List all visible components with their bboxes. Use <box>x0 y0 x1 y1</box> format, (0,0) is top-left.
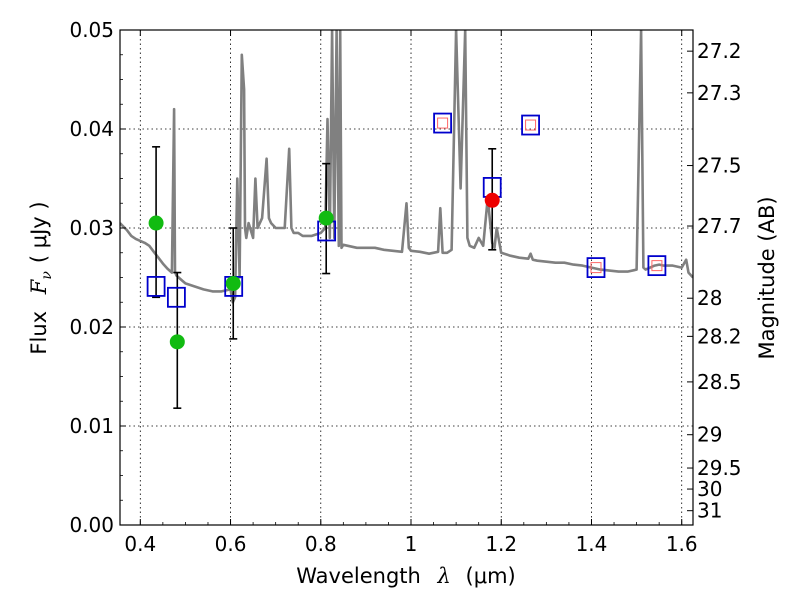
observed-point-green <box>148 215 164 231</box>
x-tick-label: 0.6 <box>215 532 247 556</box>
model-photometry-inner <box>437 117 449 129</box>
y-tick-label: 0.02 <box>69 315 114 339</box>
model-photometry-inner <box>651 260 663 272</box>
model-photometry-square <box>146 276 166 297</box>
y-axis-label-right: Magnitude (AB) <box>755 196 779 359</box>
mag-tick-label: 28 <box>697 286 722 310</box>
grid <box>120 29 693 526</box>
x-tick-label: 1 <box>405 532 418 556</box>
mag-tick-label: 29 <box>697 423 722 447</box>
observed-point-green <box>225 275 241 291</box>
mag-tick-label: 30 <box>697 477 722 501</box>
mag-tick-label: 28.2 <box>697 324 742 348</box>
x-axis-label: Wavelength λ (μm) <box>296 564 515 588</box>
x-tick-label: 0.8 <box>305 532 337 556</box>
axis-ticks: 0.4 0.6 0.8 1 1.2 1.4 1.6 0.00 0.01 0.02 0.03 0.04 0… <box>69 18 741 556</box>
mag-tick-label: 27.3 <box>697 81 742 105</box>
model-photometry-inner <box>525 119 537 131</box>
mag-tick-label: 28.5 <box>697 370 742 394</box>
mag-tick-label: 27.5 <box>697 154 742 178</box>
model-photometry-square <box>166 286 186 308</box>
x-tick-label: 1.6 <box>666 532 698 556</box>
mag-tick-label: 31 <box>697 499 722 523</box>
mag-tick-label: 27.2 <box>697 39 742 63</box>
model-photometry-square <box>647 255 667 277</box>
observed-point-red <box>484 192 500 208</box>
mag-tick-label: 29.5 <box>697 456 742 480</box>
observed-point-green <box>169 334 185 350</box>
plot-frame <box>119 29 694 526</box>
x-tick-label: 0.4 <box>124 532 156 556</box>
mag-tick-label: 27.7 <box>697 214 742 238</box>
model-photometry-square <box>433 112 452 134</box>
x-tick-label: 1.2 <box>485 532 517 556</box>
plot-points <box>146 112 667 409</box>
model-photometry-square <box>521 114 540 136</box>
x-tick-label: 1.4 <box>576 532 608 556</box>
y-axis-label-left: Flux Fν( μJy ) <box>27 201 55 354</box>
model-photometry-square <box>586 257 606 279</box>
model-photometry-inner <box>590 262 602 274</box>
spectrum-line <box>120 30 693 304</box>
y-tick-label: 0.00 <box>69 513 114 537</box>
y-tick-label: 0.04 <box>69 117 114 141</box>
plot-data <box>120 30 693 304</box>
observed-point-green <box>318 210 334 226</box>
y-tick-label: 0.05 <box>69 18 114 42</box>
y-tick-label: 0.01 <box>69 414 114 438</box>
y-tick-label: 0.03 <box>69 216 114 240</box>
